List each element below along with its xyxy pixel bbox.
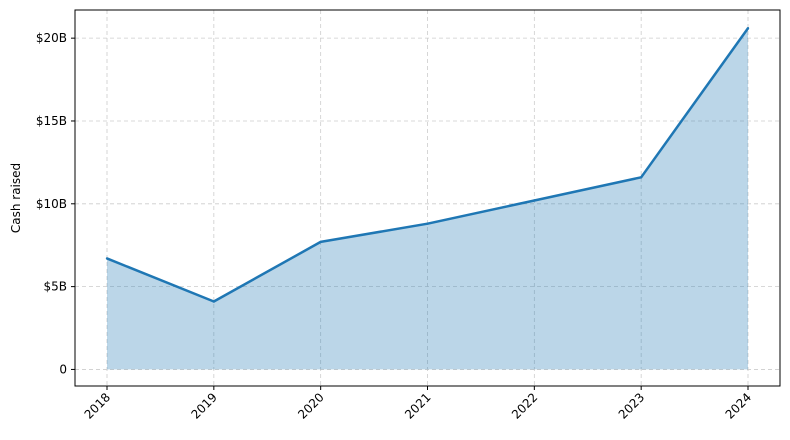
data-point: [639, 176, 643, 179]
data-point: [105, 257, 109, 260]
x-tick-label: 2019: [188, 390, 219, 421]
line-layer: [105, 27, 750, 303]
x-tick-label: 2021: [402, 390, 433, 421]
x-tick-label: 2020: [295, 390, 326, 421]
y-tick-label: $10B: [36, 197, 67, 211]
y-axis: 0 $5B $10B $15B $20B: [36, 31, 75, 376]
x-tick-label: 2022: [509, 390, 540, 421]
y-tick-label: $5B: [43, 280, 67, 294]
data-point: [746, 27, 750, 30]
y-tick-label: $15B: [36, 114, 67, 128]
x-axis: 2018 2019 2020 2021 2022 2023 2024: [82, 386, 754, 422]
x-tick-label: 2018: [82, 390, 113, 421]
data-point: [319, 240, 322, 244]
area-fill: [107, 28, 748, 370]
grid: [75, 10, 780, 386]
x-tick-label: 2023: [616, 390, 647, 421]
data-point: [533, 199, 536, 202]
y-tick-label: $20B: [36, 31, 67, 45]
x-tick-label: 2024: [723, 390, 754, 421]
data-point: [426, 222, 429, 225]
data-point: [212, 300, 216, 303]
y-axis-label: Cash raised: [9, 163, 23, 233]
y-tick-label: 0: [59, 362, 67, 376]
area-layer: [107, 28, 748, 370]
